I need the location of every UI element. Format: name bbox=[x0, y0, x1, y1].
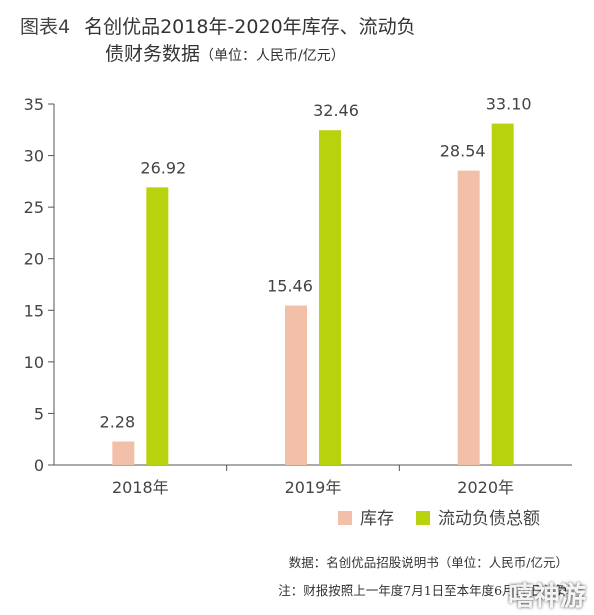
bar-inventory bbox=[112, 441, 135, 465]
data-label: 26.92 bbox=[140, 158, 186, 177]
bar-current-liabilities bbox=[491, 123, 514, 466]
x-tick-label: 2019年 bbox=[285, 478, 342, 497]
y-tick-label: 25 bbox=[24, 198, 44, 217]
data-label: 33.10 bbox=[486, 95, 532, 114]
footnote-note: 注：财报按照上一年度7月1日至本年度6月30日计算 bbox=[278, 583, 568, 598]
y-tick-label: 15 bbox=[24, 301, 44, 320]
data-label: 2.28 bbox=[100, 412, 136, 431]
legend-label: 库存 bbox=[360, 509, 394, 529]
chart-title: 图表4 名创优品2018年-2020年库存、流动负 债财务数据（单位：人民币/亿元… bbox=[20, 14, 580, 70]
y-tick-label: 5 bbox=[34, 404, 44, 423]
data-label: 32.46 bbox=[313, 101, 359, 120]
data-label: 15.46 bbox=[267, 277, 313, 296]
watermark: 嘻神游 bbox=[507, 582, 586, 612]
bar-current-liabilities bbox=[319, 130, 341, 465]
title-line-1: 名创优品2018年-2020年库存、流动负 bbox=[84, 16, 416, 38]
legend-swatch-current-liabilities bbox=[416, 511, 430, 525]
title-line-2: 债财务数据 bbox=[105, 43, 201, 65]
bar-inventory bbox=[285, 305, 307, 465]
x-tick-label: 2018年 bbox=[112, 478, 169, 497]
y-tick-label: 30 bbox=[24, 147, 44, 166]
y-tick-label: 35 bbox=[24, 95, 44, 114]
title-unit: （单位：人民币/亿元） bbox=[200, 48, 345, 64]
legend-label: 流动负债总额 bbox=[438, 509, 540, 529]
legend-swatch-inventory bbox=[338, 511, 352, 525]
x-tick-label: 2020年 bbox=[457, 478, 514, 497]
y-tick-label: 20 bbox=[24, 250, 44, 269]
data-label: 28.54 bbox=[440, 142, 486, 161]
bar-current-liabilities bbox=[146, 187, 169, 466]
bar-inventory bbox=[457, 170, 480, 465]
footnote-source: 数据：名创优品招股说明书（单位：人民币/亿元） bbox=[288, 555, 568, 570]
y-tick-label: 0 bbox=[34, 456, 44, 475]
figure-number: 图表4 bbox=[20, 16, 71, 38]
y-tick-label: 10 bbox=[24, 353, 44, 372]
